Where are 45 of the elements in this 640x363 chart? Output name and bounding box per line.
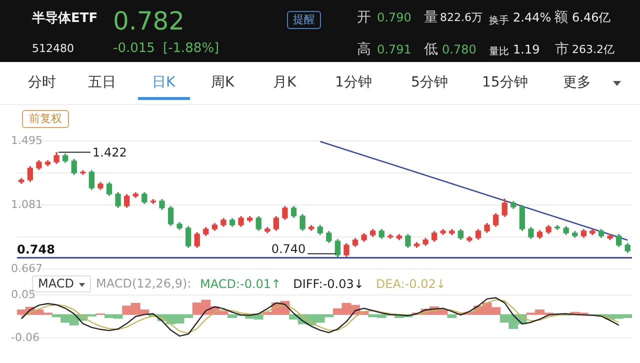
text: 263.2亿 <box>572 42 614 56</box>
text: 月K <box>273 74 296 91</box>
text: 822.6万 <box>440 10 482 24</box>
text: -0.015 <box>113 40 155 56</box>
annotation: 0.740 <box>271 242 306 256</box>
text: 0.780 <box>442 42 476 57</box>
text: 量比 <box>489 46 509 58</box>
text: 6.46亿 <box>572 10 611 25</box>
text: 量 <box>424 9 438 26</box>
text: 15分钟 <box>482 74 528 91</box>
text: 额 <box>554 9 568 26</box>
chart-subtitle: 512480 <box>32 42 74 56</box>
text: 低 <box>424 41 438 58</box>
text: 前复权 <box>22 110 69 128</box>
text: [-1.88%] <box>163 40 220 56</box>
text: 五日 <box>88 74 116 91</box>
text: 提醒 <box>287 10 321 30</box>
chart-title: MACD(12,26,9): <box>96 276 192 291</box>
y-tick-label: 0.05 <box>11 288 36 301</box>
text: 市 <box>555 41 569 58</box>
text: 0.791 <box>377 42 412 57</box>
series-label: DIFF:-0.03↓ <box>293 277 364 291</box>
text: MACD <box>38 276 74 290</box>
text: 1分钟 <box>335 74 372 91</box>
text: 分时 <box>28 74 56 91</box>
text: 更多 <box>563 74 591 91</box>
text: 高 <box>357 41 371 58</box>
text: 5分钟 <box>411 74 448 91</box>
chart-title: 半导体ETF <box>32 10 98 26</box>
text: 换手 <box>489 16 509 26</box>
y-tick-label: 1.081 <box>11 198 42 211</box>
text: 日K <box>152 74 176 91</box>
text: 周K <box>211 74 234 91</box>
text: 开 <box>357 9 371 26</box>
text: 0.790 <box>377 10 412 25</box>
annotation: 1.422 <box>92 145 127 160</box>
series-label: DEA:-0.02↓ <box>376 277 446 291</box>
text: 2.44% <box>513 10 552 25</box>
series-label: MACD:-0.01↑ <box>200 277 282 291</box>
annotation: 0.748 <box>17 242 55 257</box>
y-tick-label: 0.667 <box>11 262 42 275</box>
text: 1.19 <box>513 42 540 57</box>
text: 0.782 <box>113 6 185 36</box>
y-tick-label: -0.06 <box>11 330 40 344</box>
y-tick-label: 1.495 <box>11 134 42 147</box>
